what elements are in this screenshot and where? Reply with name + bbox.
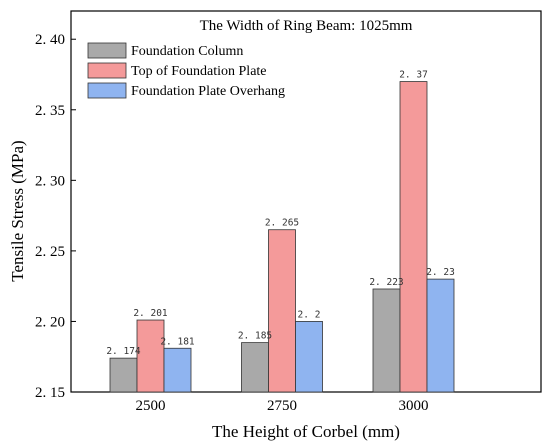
- y-axis-label: Tensile Stress (MPa): [8, 140, 27, 281]
- bar-value-label: 2. 223: [369, 277, 403, 288]
- bar-foundation-plate-overhang-2500: [163, 347, 192, 393]
- bar-value-label: 2. 174: [106, 346, 141, 357]
- legend-swatch: [87, 42, 127, 59]
- bar-foundation-plate-overhang-2750: [295, 321, 323, 393]
- x-axis-ticks: 2500 2750 3000: [136, 387, 429, 414]
- y-tick-label: 2. 40: [35, 32, 65, 48]
- bar-foundation-column-2750: [241, 342, 269, 393]
- x-axis-label: The Height of Corbel (mm): [212, 422, 400, 441]
- bar-foundation-column-3000: [372, 288, 401, 393]
- legend-label: Top of Foundation Plate: [131, 64, 267, 79]
- bar-value-label: 2. 37: [399, 70, 428, 81]
- bar-top-of-foundation-plate-3000: [399, 81, 428, 393]
- legend-swatch: [87, 82, 127, 99]
- bar-value-label: 2. 201: [133, 308, 168, 319]
- y-tick-label: 2. 15: [35, 385, 65, 401]
- legend: Foundation Column Top of Foundation Plate…: [87, 42, 285, 99]
- y-tick-label: 2. 20: [35, 314, 65, 330]
- x-tick-label: 3000: [399, 398, 429, 414]
- y-tick-label: 2. 35: [35, 103, 65, 119]
- legend-label: Foundation Plate Overhang: [131, 84, 285, 99]
- bar-value-label: 2. 23: [426, 267, 455, 278]
- bar-value-label: 2. 181: [160, 336, 195, 347]
- y-tick-label: 2. 30: [35, 173, 65, 189]
- bar-foundation-column-2500: [109, 357, 138, 393]
- legend-label: Foundation Column: [131, 44, 243, 59]
- bar-value-label: 2. 265: [265, 218, 299, 229]
- bar-series-group: [109, 81, 455, 393]
- x-tick-label: 2500: [136, 398, 166, 414]
- y-tick-label: 2. 25: [35, 244, 65, 260]
- chart-title: The Width of Ring Beam: 1025mm: [200, 18, 413, 34]
- bar-value-label: 2. 2: [298, 309, 321, 320]
- x-tick-label: 2750: [267, 398, 297, 414]
- y-axis-ticks: 2. 15 2. 20 2. 25 2. 30 2. 35 2. 40: [35, 32, 76, 401]
- bar-top-of-foundation-plate-2750: [268, 229, 296, 393]
- legend-swatch: [87, 62, 127, 79]
- bar-value-label: 2. 185: [238, 331, 272, 342]
- bar-foundation-plate-overhang-3000: [426, 278, 455, 393]
- data-labels-group: 2. 174 2. 201 2. 181 2. 185 2. 265 2. 2 2. 223…: [106, 70, 454, 358]
- bar-top-of-foundation-plate-2500: [136, 319, 165, 393]
